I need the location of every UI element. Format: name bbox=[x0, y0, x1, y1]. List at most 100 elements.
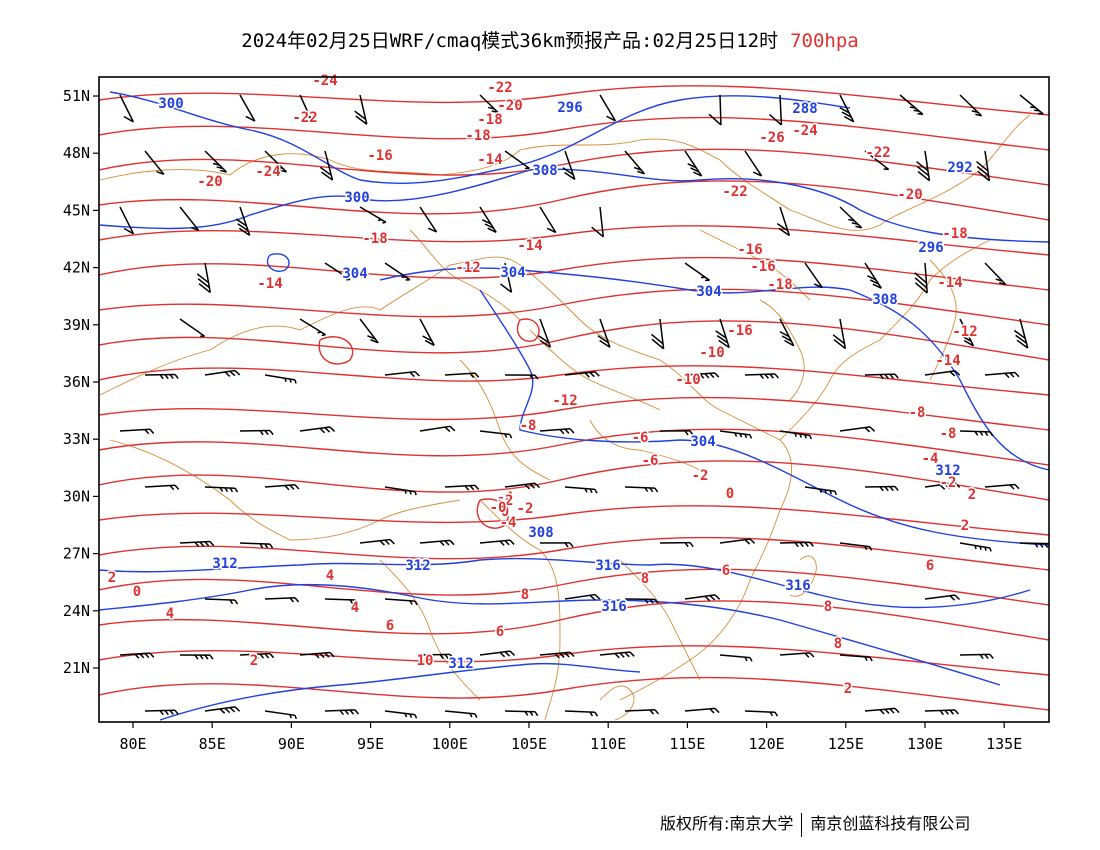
footer-separator bbox=[801, 812, 803, 837]
wind-barb bbox=[684, 594, 721, 602]
wind-barb bbox=[684, 150, 703, 177]
temperature-label: -14 bbox=[477, 152, 502, 168]
wind-barb bbox=[179, 540, 215, 547]
temperature-label: 8 bbox=[521, 587, 529, 603]
isotherm-loop bbox=[318, 336, 354, 365]
isotherm bbox=[99, 396, 1049, 431]
temperature-label: -8 bbox=[520, 418, 537, 434]
wind-barb bbox=[235, 206, 251, 237]
temperature-label: -20 bbox=[497, 98, 522, 114]
wind-barb bbox=[354, 94, 368, 125]
wind-barb bbox=[959, 542, 992, 552]
wind-barb bbox=[1019, 94, 1044, 115]
wind-barb bbox=[119, 206, 135, 235]
boundary-line bbox=[699, 229, 811, 301]
wind-barb bbox=[779, 652, 815, 658]
height-contour bbox=[109, 91, 851, 184]
height-contour bbox=[99, 557, 1031, 609]
chart-title: 2024年02月25日WRF/cmaq模式36km预报产品:02月25日12时 7… bbox=[0, 26, 1100, 53]
temperature-label: -10 bbox=[675, 372, 700, 388]
height-label: 316 bbox=[785, 578, 810, 594]
isotherm bbox=[99, 180, 1049, 221]
wind-barb bbox=[204, 706, 241, 714]
lat-tick-label: 39N bbox=[63, 316, 90, 334]
temperature-label: -26 bbox=[759, 130, 784, 146]
wind-barb bbox=[479, 94, 503, 117]
temperature-label: -16 bbox=[367, 148, 392, 164]
temperature-label: -4 bbox=[500, 515, 517, 531]
wind-barb bbox=[839, 542, 873, 551]
wind-barb bbox=[959, 653, 994, 660]
isotherm bbox=[99, 428, 1049, 466]
wind-barb bbox=[444, 710, 478, 718]
wind-barb bbox=[659, 430, 694, 436]
wind-barb bbox=[419, 539, 455, 547]
copyright-text: 版权所有:南京大学 bbox=[660, 814, 794, 833]
wind-barb bbox=[959, 318, 975, 347]
isotherm bbox=[99, 568, 1049, 606]
temperature-label: 4 bbox=[166, 606, 174, 622]
wind-barb bbox=[779, 541, 814, 548]
temperature-label: -22 bbox=[722, 184, 747, 200]
temperature-label: 6 bbox=[926, 558, 934, 574]
wind-barb bbox=[359, 538, 395, 546]
height-label: 300 bbox=[344, 190, 369, 206]
height-label: 308 bbox=[528, 525, 553, 541]
temperature-label: 10 bbox=[417, 653, 434, 669]
wind-barb bbox=[684, 372, 720, 379]
temperature-label: -18 bbox=[942, 226, 967, 242]
wind-barb bbox=[144, 373, 179, 380]
isotherm-loop bbox=[476, 498, 509, 529]
wind-barb bbox=[539, 651, 575, 659]
wind-barb bbox=[239, 429, 274, 436]
wind-barb bbox=[744, 710, 779, 717]
height-label: 308 bbox=[532, 163, 557, 179]
boundary-line bbox=[529, 329, 661, 411]
wind-barb bbox=[264, 710, 297, 720]
wind-barb bbox=[624, 150, 646, 175]
isotherm bbox=[99, 676, 1049, 711]
wind-barb bbox=[144, 484, 180, 491]
temperature-label: 6 bbox=[496, 624, 504, 640]
height-contour bbox=[99, 168, 1049, 243]
height-contour bbox=[479, 289, 1049, 546]
boundary-line bbox=[379, 559, 481, 701]
isotherm bbox=[99, 505, 1049, 536]
lon-tick-label: 85E bbox=[199, 735, 226, 753]
wind-barb bbox=[504, 374, 539, 380]
lat-tick-label: 30N bbox=[63, 487, 90, 505]
boundary-line bbox=[599, 685, 635, 721]
wind-barb bbox=[839, 654, 873, 662]
temperature-label: -20 bbox=[197, 174, 222, 190]
wind-barb bbox=[479, 650, 516, 658]
wind-barb bbox=[299, 94, 314, 123]
temperature-label: 0 bbox=[726, 486, 734, 502]
temperature-label: -2 bbox=[497, 493, 514, 509]
lon-tick-label: 90E bbox=[278, 735, 305, 753]
wind-barb bbox=[264, 484, 300, 491]
isotherm bbox=[99, 645, 1049, 676]
isotherm bbox=[99, 365, 1049, 396]
wind-barb bbox=[779, 318, 795, 347]
wind-barb bbox=[684, 262, 710, 282]
wind-barb bbox=[832, 318, 847, 350]
wind-barb bbox=[564, 371, 600, 378]
height-contour bbox=[99, 584, 1001, 686]
temperature-label: -6 bbox=[632, 430, 649, 446]
wind-barb bbox=[119, 94, 134, 123]
lon-tick-label: 105E bbox=[511, 735, 547, 753]
wind-barb bbox=[839, 206, 863, 229]
temperature-label: -24 bbox=[312, 73, 337, 89]
height-label: 316 bbox=[595, 558, 620, 574]
wind-barb bbox=[299, 426, 336, 434]
wind-barb bbox=[539, 206, 557, 234]
wind-barb bbox=[959, 94, 983, 117]
temperature-label: -22 bbox=[292, 110, 317, 126]
boundary-line bbox=[459, 359, 551, 481]
lat-tick-label: 45N bbox=[63, 201, 90, 219]
wind-barb bbox=[538, 318, 552, 348]
wind-barb bbox=[419, 206, 438, 233]
height-label: 304 bbox=[500, 265, 525, 281]
temperature-label: 4 bbox=[326, 568, 334, 584]
